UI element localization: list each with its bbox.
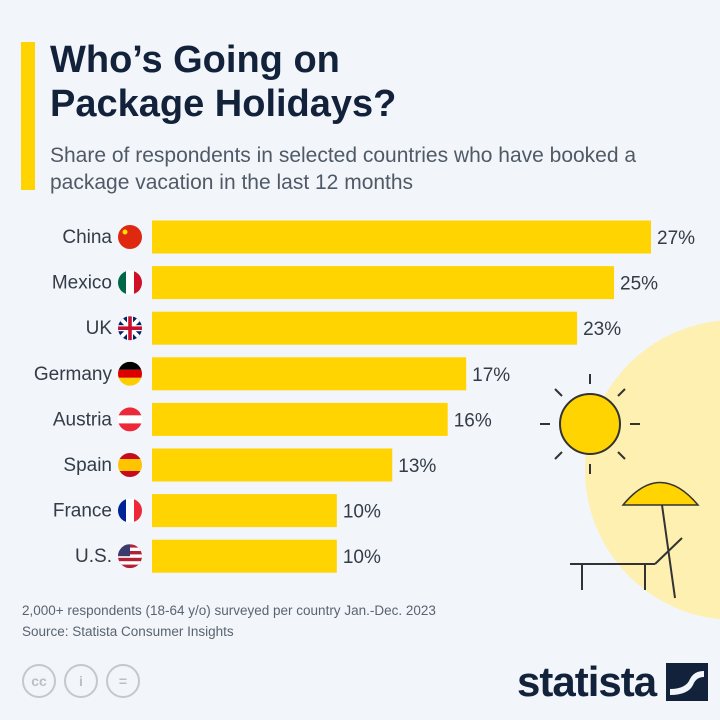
value-label: 17%	[472, 365, 510, 386]
bar	[152, 220, 651, 254]
chart-subtitle: Share of respondents in selected countri…	[50, 144, 637, 194]
bar-chart: China 27% Mexico 25% UK 23% Germany 17% Austria 1…	[34, 220, 695, 573]
bar	[152, 266, 615, 300]
bar	[152, 402, 448, 436]
china-flag-icon	[118, 225, 142, 249]
category-label: Austria	[53, 409, 113, 430]
bar	[152, 494, 337, 528]
bar	[152, 448, 393, 482]
category-label: Germany	[34, 364, 113, 385]
sunbed-icon	[570, 537, 683, 590]
attribution-icon[interactable]: i	[64, 664, 98, 698]
title-accent-bar	[21, 42, 35, 190]
bar	[152, 539, 337, 573]
chart-notes: 2,000+ respondents (18-64 y/o) surveyed …	[22, 600, 436, 642]
us-flag-icon	[118, 544, 142, 569]
value-label: 23%	[583, 319, 621, 340]
austria-flag-icon	[118, 407, 142, 432]
value-label: 16%	[454, 410, 492, 431]
germany-flag-icon	[118, 361, 142, 386]
bar	[152, 311, 578, 345]
bar	[152, 357, 467, 391]
statista-logo-mark	[666, 663, 709, 701]
value-label: 10%	[343, 502, 381, 523]
category-label: France	[53, 501, 112, 522]
methodology-note: 2,000+ respondents (18-64 y/o) surveyed …	[22, 603, 436, 618]
category-label: Spain	[63, 455, 112, 476]
category-label: U.S.	[75, 546, 112, 567]
source-note: Source: Statista Consumer Insights	[22, 624, 234, 639]
value-label: 25%	[620, 274, 658, 295]
chart-title: Who’s Going on Package Holidays?	[50, 39, 397, 125]
value-label: 13%	[398, 456, 436, 477]
statista-logo[interactable]: statista	[517, 658, 709, 706]
no-derivatives-icon[interactable]: =	[106, 664, 140, 698]
value-label: 10%	[343, 547, 381, 568]
value-label: 27%	[657, 228, 695, 249]
mexico-flag-icon	[118, 270, 142, 295]
spain-flag-icon	[118, 453, 142, 477]
category-label: UK	[86, 318, 113, 339]
france-flag-icon	[118, 498, 142, 523]
sun-icon	[540, 374, 640, 474]
uk-flag-icon	[118, 316, 142, 341]
category-label: China	[62, 227, 112, 248]
statista-logo-text: statista	[517, 658, 657, 705]
category-label: Mexico	[52, 273, 112, 294]
creative-commons-icon[interactable]: cc	[22, 664, 56, 698]
license-icons: cc i =	[22, 664, 140, 698]
